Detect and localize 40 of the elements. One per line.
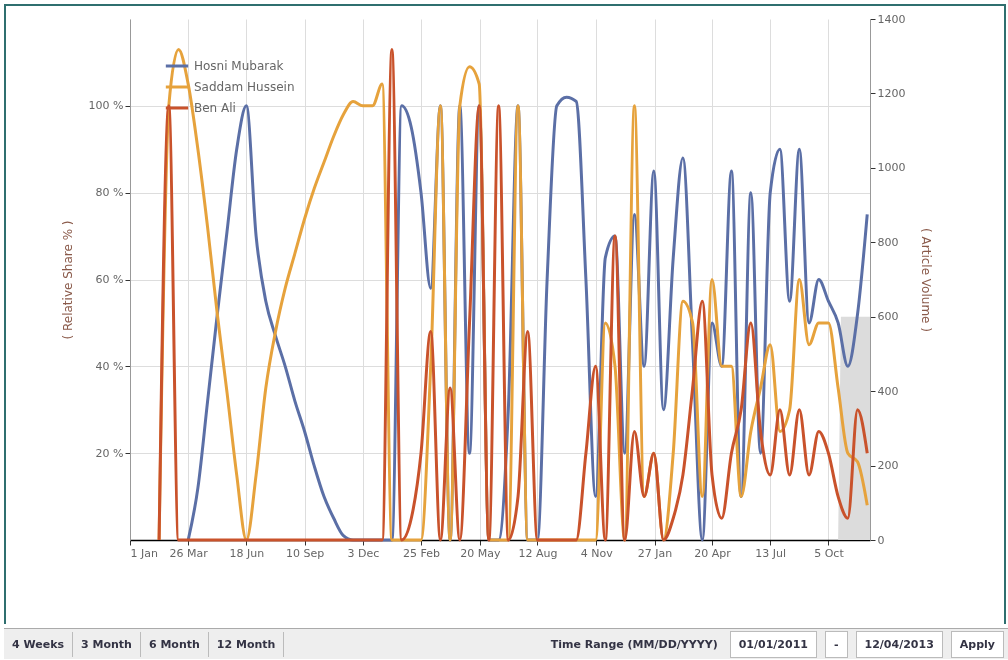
y2-tick-label: 600 — [877, 310, 899, 324]
x-tick-label: 27 Jan — [637, 546, 673, 560]
y2-tick-label: 1000 — [877, 161, 906, 175]
text: - — [824, 630, 848, 658]
legend-label: Hosni Mubarak — [194, 59, 284, 73]
y-tick-label: 60 % — [95, 273, 124, 286]
y2-tick-label: 800 — [877, 235, 899, 249]
y2-tick-label: 0 — [877, 533, 885, 547]
y2-tick-label: 1400 — [877, 12, 906, 26]
text: 12/04/2013 — [855, 630, 943, 658]
y-axis-title: ( Relative Share % ) — [60, 220, 75, 340]
x-tick-label: 25 Feb — [403, 546, 441, 560]
x-tick-label: 4 Nov — [580, 546, 614, 560]
x-tick-label: 5 Oct — [814, 546, 845, 560]
text: 4 Weeks — [4, 631, 74, 657]
text: 01/01/2011 — [729, 630, 817, 658]
x-tick-label: 13 Jul — [755, 546, 787, 560]
y-tick-label: 20 % — [95, 446, 124, 460]
y2-axis-title: ( Article Volume ) — [919, 228, 934, 332]
text: Time Range (MM/DD/YYYY) — [549, 636, 719, 653]
y-tick-label: 80 % — [95, 186, 124, 200]
legend-label: Ben Ali — [194, 101, 236, 115]
text: 12 Month — [208, 631, 285, 657]
text: 3 Month — [73, 631, 141, 657]
x-tick-label: 12 Aug — [518, 546, 558, 560]
x-tick-label: 20 Apr — [694, 546, 732, 560]
x-tick-label: 18 Jun — [229, 546, 265, 560]
x-tick-label: 20 May — [460, 546, 502, 560]
text: Apply — [950, 630, 1004, 658]
x-tick-label: 1 Jan — [130, 546, 158, 560]
y2-tick-label: 200 — [877, 459, 899, 473]
y-tick-label: 100 % — [88, 99, 124, 113]
x-tick-label: 10 Sep — [285, 546, 325, 560]
x-tick-label: 3 Dec — [347, 546, 380, 560]
y-tick-label: 40 % — [95, 359, 124, 373]
text: 6 Month — [140, 631, 209, 657]
legend-label: Saddam Hussein — [194, 80, 295, 94]
y2-tick-label: 1200 — [877, 86, 906, 100]
y2-tick-label: 400 — [877, 384, 899, 398]
x-tick-label: 26 Mar — [169, 546, 209, 560]
